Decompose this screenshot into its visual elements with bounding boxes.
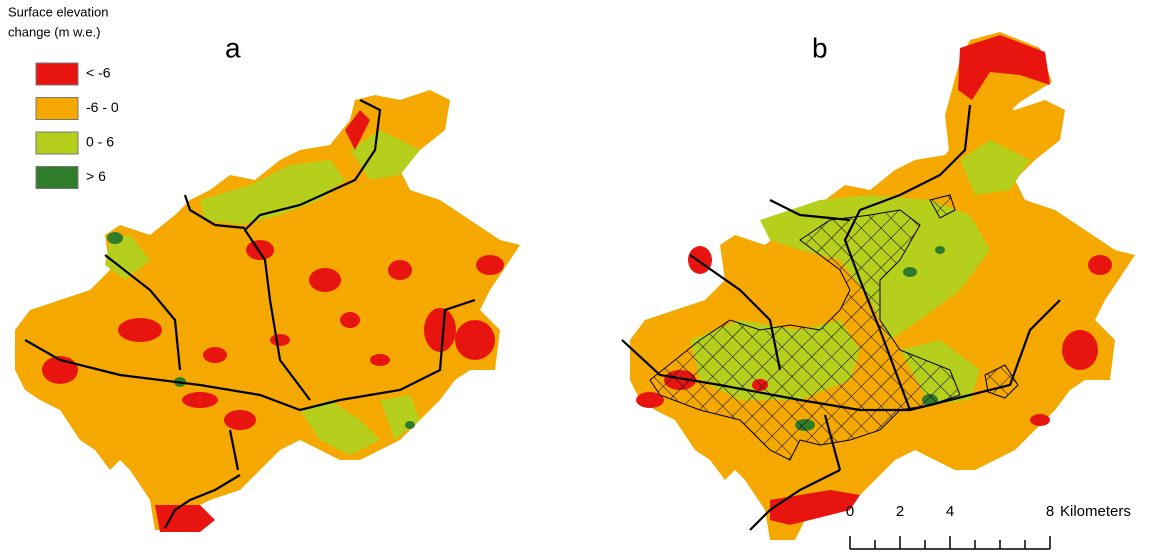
legend-title: change (m w.e.) xyxy=(8,24,101,39)
legend-swatch xyxy=(36,98,78,120)
legend-items: < -6 -6 - 0 0 - 6 > 6 xyxy=(36,63,119,189)
panel-label: b xyxy=(812,32,828,63)
figure: Surface elevation change (m w.e.) < -6 -6… xyxy=(0,0,1150,556)
legend-label: 0 - 6 xyxy=(86,134,114,150)
legend-swatch xyxy=(36,132,78,154)
legend-label: > 6 xyxy=(86,168,106,184)
legend-swatch xyxy=(36,63,78,85)
scale-label: 8 xyxy=(1046,503,1054,520)
legend: Surface elevation change (m w.e.) < -6 -6… xyxy=(8,4,119,188)
legend-swatch xyxy=(36,167,78,189)
legend-label: -6 - 0 xyxy=(86,99,119,115)
scale-unit: Kilometers xyxy=(1060,503,1131,520)
map-panel-b: b xyxy=(622,32,1135,540)
legend-title: Surface elevation xyxy=(8,4,108,19)
page: {"legend": {"title_lines": ["Surface ele… xyxy=(0,0,1150,556)
scale-bar: Kilometers 0 2 4 8 xyxy=(846,503,1131,549)
scale-label: 0 xyxy=(846,503,854,520)
panel-label: a xyxy=(225,32,241,63)
legend-label: < -6 xyxy=(86,65,111,81)
scale-label: 4 xyxy=(946,503,954,520)
scale-label: 2 xyxy=(896,503,904,520)
